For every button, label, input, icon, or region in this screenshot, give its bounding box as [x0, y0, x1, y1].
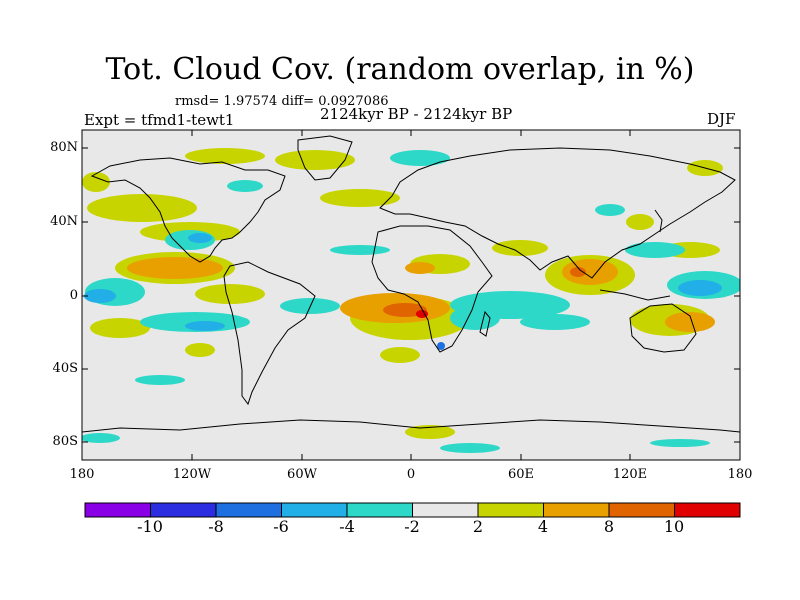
lat-label-40n: 40N: [50, 214, 78, 229]
period-label: 2124kyr BP - 2124kyr BP: [320, 105, 513, 123]
colorbar-label: -2: [404, 517, 420, 536]
colorbar: [84, 502, 741, 518]
negative-large-anomaly: [437, 342, 445, 350]
positive-extreme-anomaly: [416, 310, 428, 318]
lat-label-40s: 40S: [52, 361, 78, 376]
lon-label-60w: 60W: [287, 467, 317, 482]
plot-title: Tot. Cloud Cov. (random overlap, in %): [105, 52, 695, 87]
colorbar-swatch: [346, 502, 413, 518]
coastlines: [82, 135, 740, 433]
colorbar-label: 10: [663, 517, 685, 536]
experiment-label: Expt = tfmd1-tewt1: [84, 111, 235, 129]
colorbar-swatch: [543, 502, 610, 518]
lon-label-0: 0: [406, 467, 416, 482]
colorbar-label: -8: [208, 517, 224, 536]
negative-medium-anomaly: [84, 233, 722, 331]
axis-ticks: [82, 130, 740, 460]
anomaly-field: [82, 135, 740, 453]
lon-label-120e: 120E: [612, 467, 648, 482]
colorbar-swatch: [608, 502, 675, 518]
colorbar-label: -4: [339, 517, 355, 536]
lat-label-80n: 80N: [50, 140, 78, 155]
colorbar-swatch: [674, 502, 741, 518]
stats-text: rmsd= 1.97574 diff= 0.0927086: [175, 94, 389, 109]
lon-label-180e: 180: [727, 467, 753, 482]
colorbar-swatch: [150, 502, 217, 518]
lon-label-180w: 180: [69, 467, 95, 482]
colorbar-label: 4: [537, 517, 549, 536]
colorbar-label: -10: [137, 517, 163, 536]
lon-label-120w: 120W: [172, 467, 212, 482]
lat-label-80s: 80S: [52, 434, 78, 449]
colorbar-swatch: [281, 502, 348, 518]
season-label: DJF: [707, 110, 736, 128]
colorbar-swatch: [84, 502, 151, 518]
colorbar-swatch: [477, 502, 544, 518]
colorbar-label: 8: [603, 517, 615, 536]
positive-large-anomaly: [383, 267, 586, 317]
colorbar-label: 2: [472, 517, 484, 536]
colorbar-swatch: [412, 502, 479, 518]
colorbar-swatch: [215, 502, 282, 518]
lat-label-0: 0: [69, 288, 78, 303]
colorbar-label: -6: [273, 517, 289, 536]
lon-label-60e: 60E: [507, 467, 535, 482]
